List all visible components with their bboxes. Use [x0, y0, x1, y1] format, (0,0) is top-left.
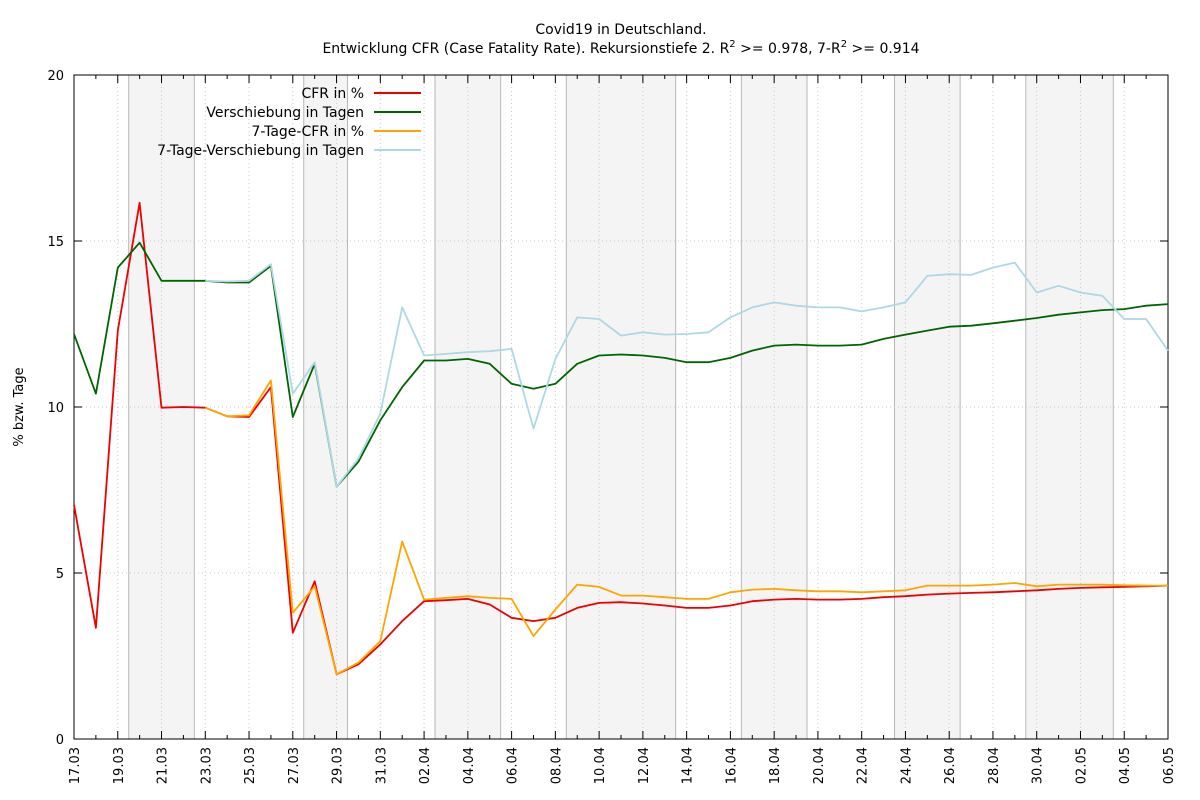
x-tick-label: 14.04: [681, 747, 696, 784]
x-tick-label: 23.03: [199, 747, 214, 784]
legend: CFR in % Verschiebung in Tagen 7-Tage-CFR …: [157, 86, 421, 159]
x-tick-label: 16.04: [724, 747, 739, 784]
weekend-band: [565, 74, 677, 740]
weekend-bands: [128, 74, 1114, 740]
y-tick-label: 20: [47, 69, 64, 84]
x-tick-label: 18.04: [768, 747, 783, 784]
x-tick-label: 19.03: [112, 747, 127, 784]
x-tick-label: 28.04: [987, 747, 1002, 784]
y-tick-label: 5: [56, 567, 64, 582]
chart-title: Covid19 in Deutschland.: [535, 22, 706, 38]
x-tick-label: 12.04: [637, 747, 652, 784]
legend-label-0: CFR in %: [301, 86, 364, 102]
x-tick-label: 30.04: [1031, 747, 1046, 784]
x-tick-label: 04.04: [462, 747, 477, 784]
chart-subtitle: Entwicklung CFR (Case Fatality Rate). Re…: [322, 39, 919, 57]
legend-label-1: Verschiebung in Tagen: [206, 105, 364, 121]
x-tick-label: 20.04: [812, 747, 827, 784]
series-lines: [73, 201, 1169, 676]
x-tick-label: 10.04: [593, 747, 608, 784]
y-axis-label: % bzw. Tage: [12, 367, 27, 446]
series-line-2: [204, 379, 1168, 676]
series-line-1: [73, 241, 1169, 488]
legend-label-3: 7-Tage-Verschiebung in Tagen: [157, 143, 364, 159]
x-tick-label: 06.04: [506, 747, 521, 784]
y-tick-label: 15: [47, 235, 64, 250]
x-tick-label: 27.03: [287, 747, 302, 784]
x-tick-label: 08.04: [549, 747, 564, 784]
series-line-3: [205, 261, 1169, 488]
legend-label-2: 7-Tage-CFR in %: [251, 124, 364, 140]
x-tick-label: 26.04: [943, 747, 958, 784]
x-tick-label: 29.03: [331, 747, 346, 784]
x-tick-label: 17.03: [68, 747, 83, 784]
x-tick-label: 21.03: [156, 747, 171, 784]
y-tick-label: 10: [47, 401, 64, 416]
axis-ticks: 0 5 10 15 20 17.03 19.03 21.03 23.03 25.03 27.03 29…: [47, 69, 1177, 784]
series-line-0: [73, 201, 1169, 676]
x-tick-label: 22.04: [856, 747, 871, 784]
x-tick-label: 04.05: [1118, 747, 1133, 784]
y-tick-label: 0: [56, 733, 64, 748]
x-tick-label: 06.05: [1162, 747, 1177, 784]
x-tick-label: 02.04: [418, 747, 433, 784]
x-tick-label: 25.03: [243, 747, 258, 784]
x-tick-label: 31.03: [374, 747, 389, 784]
x-tick-label: 02.05: [1074, 747, 1089, 784]
x-tick-label: 24.04: [899, 747, 914, 784]
